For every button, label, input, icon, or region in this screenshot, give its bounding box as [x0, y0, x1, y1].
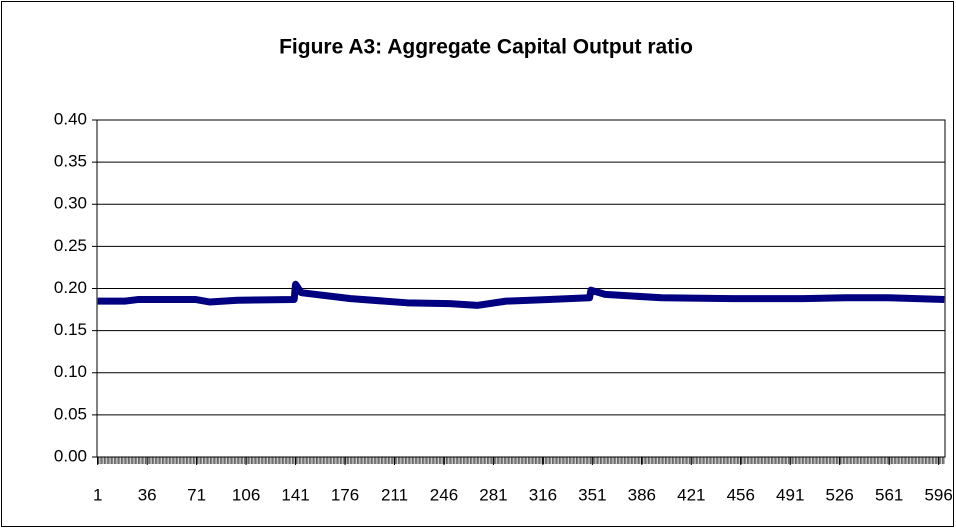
x-tick-label: 281: [479, 485, 507, 504]
data-line: [97, 280, 945, 309]
x-tick-label: 106: [232, 485, 260, 504]
x-tick-label: 1: [93, 485, 102, 504]
y-tick-label: 0.10: [54, 362, 87, 381]
x-tick-label: 351: [578, 485, 606, 504]
y-tick-label: 0.35: [54, 152, 87, 171]
x-tick-label: 316: [529, 485, 557, 504]
x-tick-label: 211: [381, 485, 408, 504]
x-tick-label: 71: [187, 485, 206, 504]
y-tick-label: 0.30: [54, 194, 87, 213]
x-tick-label: 596: [924, 485, 952, 504]
x-tick-label: 491: [776, 485, 804, 504]
x-tick-label: 456: [727, 485, 755, 504]
x-tick-label: 526: [826, 485, 854, 504]
y-tick-label: 0.00: [54, 446, 87, 465]
x-tick-label: 246: [430, 485, 458, 504]
y-tick-label: 0.40: [54, 109, 87, 128]
y-tick-label: 0.20: [54, 278, 87, 297]
chart-title: Figure A3: Aggregate Capital Output rati…: [279, 36, 693, 59]
x-tick-label: 421: [677, 485, 705, 504]
x-tick-label: 561: [875, 485, 903, 504]
y-tick-label: 0.05: [54, 404, 87, 423]
x-tick-label: 36: [138, 485, 157, 504]
x-axis-minor-ticks: [97, 457, 945, 464]
x-tick-label: 386: [628, 485, 656, 504]
x-tick-label: 141: [281, 485, 309, 504]
y-tick-label: 0.25: [54, 236, 87, 255]
y-tick-label: 0.15: [54, 320, 87, 339]
x-tick-label: 176: [331, 485, 359, 504]
